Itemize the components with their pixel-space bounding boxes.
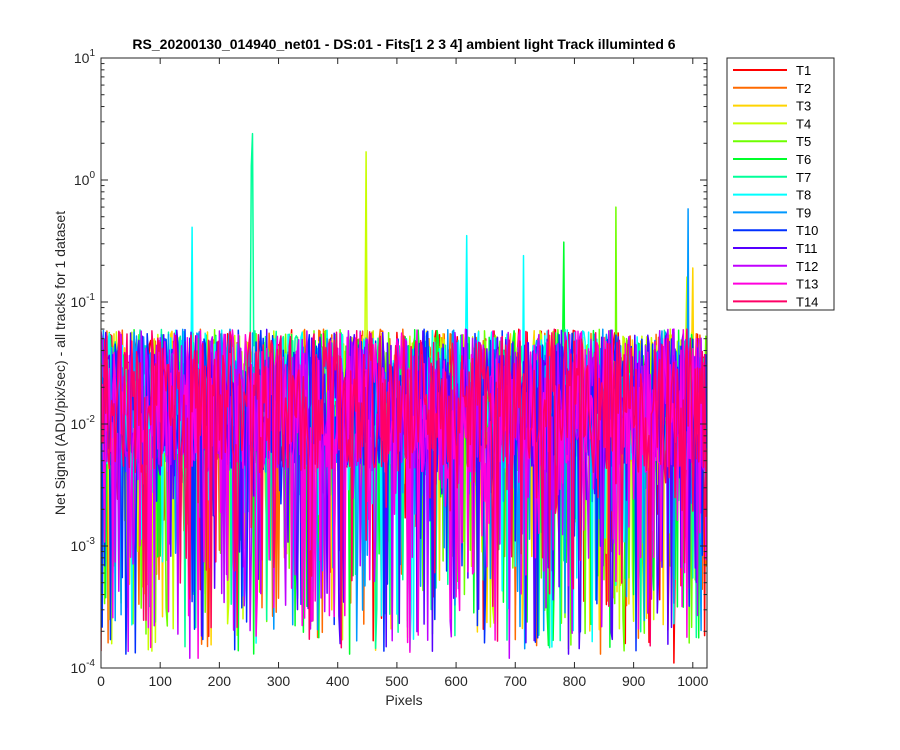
x-tick-label: 600 <box>444 673 468 689</box>
y-tick-base: 10 <box>74 50 90 66</box>
y-tick-exponent: -4 <box>86 658 95 669</box>
legend-label-t4: T4 <box>796 116 811 131</box>
legend-label-t12: T12 <box>796 259 818 274</box>
x-tick-label: 400 <box>326 673 350 689</box>
x-tick-label: 300 <box>267 673 291 689</box>
axes-box <box>100 57 708 669</box>
x-axis: 0 100 200 300 400 500 600 700 800 900 1000 <box>97 58 709 689</box>
legend-label-t11: T11 <box>796 241 817 256</box>
y-tick-label: 10-2 <box>71 414 96 432</box>
y-axis-label: Net Signal (ADU/pix/sec) - all tracks fo… <box>52 211 68 515</box>
legend-label-t10: T10 <box>796 223 818 238</box>
y-tick-exponent: -2 <box>86 414 95 425</box>
y-tick-label: 10-1 <box>71 292 96 310</box>
x-tick-label: 800 <box>563 673 587 689</box>
legend-label-t2: T2 <box>796 81 811 96</box>
x-tick-label: 200 <box>208 673 232 689</box>
x-tick-label: 500 <box>385 673 409 689</box>
x-tick-label: 0 <box>97 673 105 689</box>
x-tick-label: 900 <box>622 673 646 689</box>
y-tick-label: 100 <box>74 170 96 188</box>
y-tick-base: 10 <box>71 538 87 554</box>
y-tick-base: 10 <box>74 172 90 188</box>
y-tick-label: 10-4 <box>71 658 96 676</box>
x-tick-label: 700 <box>504 673 528 689</box>
legend-box <box>726 57 835 311</box>
y-tick-base: 10 <box>71 294 87 310</box>
x-tick-label: 1000 <box>677 673 708 689</box>
x-tick-label: 100 <box>149 673 173 689</box>
y-tick-label: 10-3 <box>71 536 96 554</box>
y-tick-base: 10 <box>71 416 87 432</box>
legend-label-t1: T1 <box>796 63 811 78</box>
y-tick-exponent: 0 <box>89 170 95 181</box>
plot-area <box>100 57 708 669</box>
legend-label-t6: T6 <box>796 152 811 167</box>
chart-title: RS_20200130_014940_net01 - DS:01 - Fits[… <box>132 36 675 52</box>
legend-label-t14: T14 <box>796 294 818 309</box>
series-group <box>101 132 707 664</box>
legend: T1 T2 T3 T4 T5 T6 T7 T8 T9 T10 T11 T12 T13 T14 <box>726 57 835 311</box>
y-tick-exponent: -3 <box>86 536 95 547</box>
series-line-t14 <box>101 328 707 649</box>
legend-label-t3: T3 <box>796 99 811 114</box>
legend-label-t7: T7 <box>796 170 811 185</box>
legend-label-t5: T5 <box>796 134 811 149</box>
legend-label-t9: T9 <box>796 205 811 220</box>
y-tick-exponent: 1 <box>89 48 95 59</box>
y-tick-base: 10 <box>71 660 87 676</box>
legend-label-t8: T8 <box>796 188 811 203</box>
x-axis-label: Pixels <box>385 692 422 708</box>
y-tick-exponent: -1 <box>86 292 95 303</box>
y-tick-label: 101 <box>74 48 96 66</box>
legend-label-t13: T13 <box>796 277 818 292</box>
